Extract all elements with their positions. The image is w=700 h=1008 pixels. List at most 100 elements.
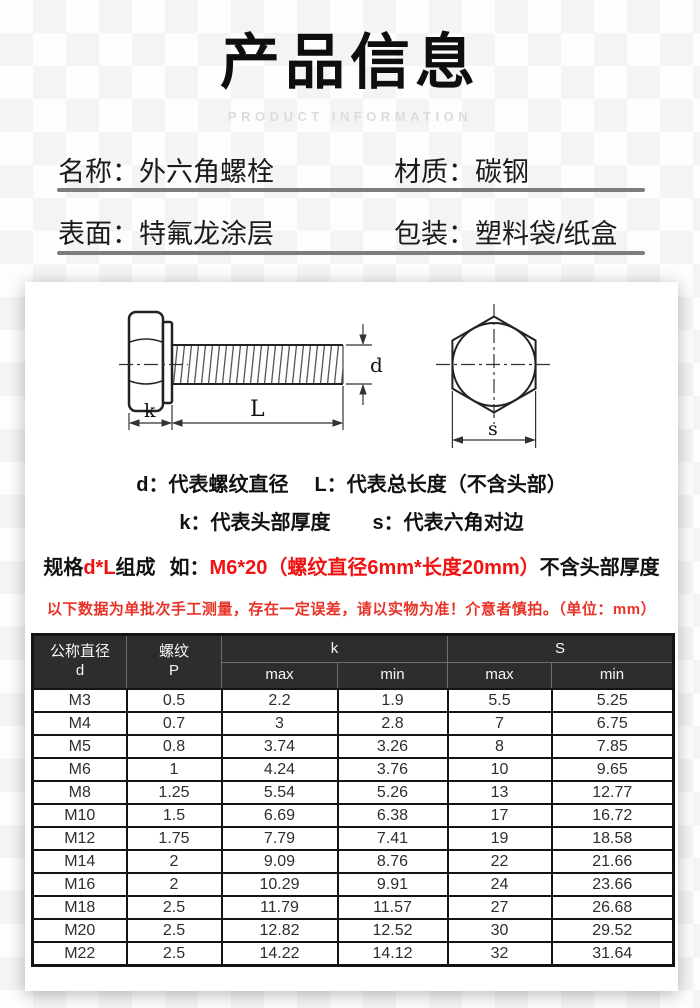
cell-value: 13: [446, 780, 553, 805]
header-diameter-symbol: d: [75, 662, 85, 679]
cell-value: 14.22: [220, 941, 339, 967]
bolt-side-view: [119, 310, 344, 413]
cell-value: 29.52: [550, 918, 675, 943]
size-spec-table: 公称直径 d 螺纹 P k S max min max min M3 0.5 2.2…: [31, 633, 676, 967]
cell-value: 21.66: [550, 849, 675, 874]
spec-part3: 组成: [115, 557, 156, 579]
cell-value: 30: [446, 918, 553, 943]
cell-value: 3: [220, 711, 339, 736]
dimension-d: d: [346, 324, 383, 405]
cell-value: 2.5: [125, 918, 223, 943]
cell-value: 2: [125, 872, 223, 897]
table-row: M16 2 10.29 9.91 24 23.66: [31, 872, 675, 897]
cell-value: 10.29: [220, 872, 339, 897]
cell-value: 22: [446, 849, 553, 874]
measurement-warning: 以下数据为单批次手工测量，存在一定误差，请以实物为准！介意者慎拍。（单位：mm）: [46, 601, 657, 618]
cell-size: M14: [31, 849, 128, 874]
table-row: M5 0.8 3.74 3.26 8 7.85: [31, 734, 675, 759]
cell-value: 6.75: [550, 711, 675, 736]
header-k-max: max: [221, 662, 338, 690]
dim-label-l: L: [250, 397, 265, 422]
cell-value: 7: [446, 711, 553, 736]
table-row: M20 2.5 12.82 12.52 30 29.52: [31, 918, 675, 943]
page-title: 产品信息: [220, 29, 480, 96]
cell-value: 14.12: [336, 941, 449, 967]
cell-value: 1.5: [125, 803, 223, 828]
cell-size: M5: [31, 734, 128, 759]
cell-value: 2.5: [125, 941, 223, 967]
packaging-field: 包装：塑料袋/纸盒: [394, 212, 618, 251]
cell-size: M4: [31, 711, 128, 736]
spec-part6: 不含头部厚度: [539, 557, 660, 579]
page-subtitle: PRODUCT INFORMATION: [227, 109, 473, 124]
name-field: 名称：外六角螺栓: [58, 157, 274, 187]
material-label: 材质：: [394, 157, 475, 187]
info-row-name-material: 名称：外六角螺栓 材质：碳钢: [58, 150, 646, 189]
legend-l: L：代表总长度（不含头部）: [314, 474, 567, 496]
legend-d: d：代表螺纹直径: [136, 474, 289, 496]
cell-value: 5.54: [220, 780, 339, 805]
header-s-min: min: [550, 662, 675, 690]
cell-value: 1.9: [336, 688, 449, 713]
cell-value: 11.57: [336, 895, 449, 920]
legend-k: k：代表头部厚度: [179, 512, 331, 534]
cell-value: 17: [446, 803, 553, 828]
cell-value: 1: [125, 757, 223, 782]
table-row: M3 0.5 2.2 1.9 5.5 5.25: [31, 688, 675, 713]
table-body: M3 0.5 2.2 1.9 5.5 5.25 M4 0.7 3 2.8 7 6.75 M5 0.8 3.7…: [31, 688, 675, 967]
cell-value: 8.76: [336, 849, 449, 874]
cell-value: 19: [446, 826, 553, 851]
header-group-k: k: [221, 634, 448, 663]
cell-value: 9.09: [220, 849, 339, 874]
cell-value: 16.72: [550, 803, 675, 828]
header-pitch-symbol: P: [168, 662, 179, 679]
table-row: M10 1.5 6.69 6.38 17 16.72: [31, 803, 675, 828]
cell-value: 12.82: [220, 918, 339, 943]
cell-value: 0.5: [125, 688, 223, 713]
dim-label-k: k: [144, 400, 156, 422]
cell-value: 1.25: [125, 780, 223, 805]
name-value: 外六角螺栓: [139, 157, 274, 187]
spec-part5: M6*20（螺纹直径6mm*长度20mm）: [209, 557, 540, 579]
material-field: 材质：碳钢: [394, 150, 529, 189]
cell-size: M6: [31, 757, 128, 782]
cell-value: 12.77: [550, 780, 675, 805]
cell-value: 27: [446, 895, 553, 920]
cell-value: 3.74: [220, 734, 339, 759]
header-group-s: S: [446, 634, 675, 663]
divider: [57, 188, 645, 192]
divider: [57, 251, 645, 255]
cell-size: M18: [31, 895, 128, 920]
surface-label: 表面：: [58, 219, 139, 249]
dim-label-d: d: [370, 353, 383, 377]
header-k-min: min: [337, 662, 448, 690]
cell-value: 6.38: [336, 803, 449, 828]
cell-value: 7.79: [220, 826, 339, 851]
legend-line-2: k：代表头部厚度 s：代表六角对边: [25, 508, 678, 538]
cell-value: 23.66: [550, 872, 675, 897]
dim-label-s: s: [488, 418, 498, 440]
header-diameter-cn: 公称直径: [49, 643, 110, 661]
cell-size: M8: [31, 780, 128, 805]
cell-value: 2.5: [125, 895, 223, 920]
header-pitch: 螺纹 P: [126, 634, 222, 690]
cell-value: 6.69: [220, 803, 339, 828]
cell-value: 0.7: [125, 711, 223, 736]
header-s-max: max: [447, 662, 552, 690]
cell-value: 9.65: [550, 757, 675, 782]
cell-value: 2.8: [336, 711, 449, 736]
table-header: 公称直径 d 螺纹 P k S max min max min: [32, 634, 675, 690]
cell-value: 5.26: [336, 780, 449, 805]
cell-value: 26.68: [550, 895, 675, 920]
cell-value: 1.75: [125, 826, 223, 851]
cell-size: M16: [31, 872, 128, 897]
table-row: M8 1.25 5.54 5.26 13 12.77: [31, 780, 675, 805]
cell-value: 2.2: [220, 688, 339, 713]
cell-value: 5.5: [446, 688, 553, 713]
legend-s: s：代表六角对边: [372, 512, 524, 534]
dimension-k-l: k L: [128, 386, 344, 430]
dimension-legend: d：代表螺纹直径 L：代表总长度（不含头部） k：代表头部厚度 s：代表六角对边: [25, 470, 678, 538]
cell-value: 32: [446, 941, 553, 967]
cell-size: M20: [31, 918, 128, 943]
